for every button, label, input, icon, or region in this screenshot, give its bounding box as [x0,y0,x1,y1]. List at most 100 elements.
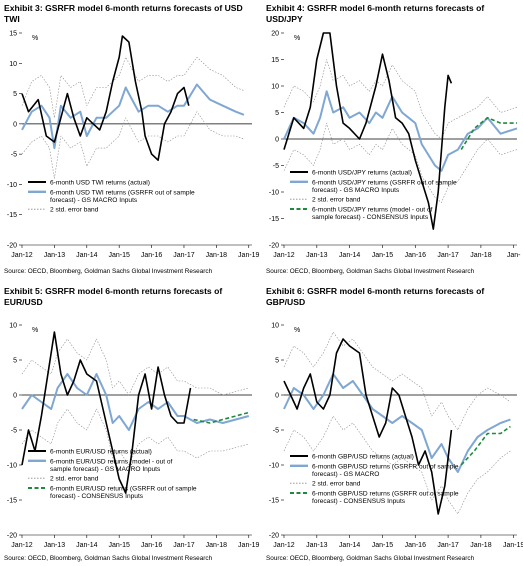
y-unit-label: % [32,327,38,334]
chart-panel-gbp-usd: Exhibit 6: GSRFR model 6-month returns f… [262,283,523,566]
legend-label: 2 std. error band [50,207,99,214]
x-tick-label: Jan-17 [173,252,195,259]
x-tick-label: Jan-17 [173,542,195,549]
chart-plot-usd-twi: 15 10 5 0 -5 -10 -15 -20% Jan-12 Jan-13 Jan-14 Jan-… [7,31,260,260]
y-tick-label: -15 [7,498,17,505]
y-tick-label: 5 [13,91,17,98]
chart-plot-gbp-usd: 10 5 0 -5 -10 -15 -20% Jan-12 Jan-13 Jan-14 Jan-15… [269,323,523,550]
chart-panel-eur-usd: Exhibit 5: GSRFR model 6-month returns f… [0,283,261,566]
y-unit-label: % [294,35,300,42]
chart-title: Exhibit 3: GSRFR model 6-month returns f… [4,3,243,24]
y-tick-label: -15 [269,498,279,505]
x-tick-label: Jan-12 [273,252,295,259]
x-tick-label: Jan-15 [108,252,130,259]
chart-source: Source: OECD, Bloomberg, Goldman Sachs G… [4,555,213,562]
chart-source: Source: OECD, Bloomberg, Goldman Sachs G… [4,268,213,275]
legend-label: 2 std. error band [50,476,99,483]
series-line-model [283,90,518,172]
series-line-band [21,56,245,119]
y-tick-label: -5 [273,163,279,170]
x-tick-label: Jan-16 [405,542,427,549]
legend-label: 6-month EUR/USD returns (GSRFR out of sa… [50,486,197,501]
x-tick-label: Jan-17 [437,252,459,259]
y-tick-label: -5 [273,428,279,435]
y-tick-label: 0 [13,121,17,128]
chart-panel-usd-jpy: Exhibit 4: GSRFR model 6-month returns f… [262,0,523,283]
legend-label: 6-month GBP/USD returns (actual) [312,454,414,461]
x-tick-label: Jan-13 [306,252,328,259]
legend-label: 6-month USD TWI returns (GSRFR out of sa… [50,189,195,204]
chart-plot-usd-jpy: 20 15 10 5 0 -5 -10 -15 -20% Jan-12 Jan-13 Jan-14 Ja… [269,31,521,260]
y-tick-label: 10 [9,323,17,330]
y-unit-label: % [32,35,38,42]
y-tick-label: 5 [13,358,17,365]
series-line-consensus [460,117,517,151]
chart-title: Exhibit 6: GSRFR model 6-month returns f… [266,286,485,307]
x-tick-label: Jan-19 [238,252,260,259]
y-tick-label: -5 [11,428,17,435]
chart-source: Source: OECD, Bloomberg, Goldman Sachs G… [266,555,475,562]
y-tick-label: 0 [275,393,279,400]
series-line-consensus [460,425,511,466]
x-tick-label: Jan-19 [238,542,260,549]
legend-label: 6-month USD/JPY returns (actual) [312,170,412,177]
y-tick-label: -20 [7,533,17,540]
x-tick-label: Jan-18 [206,542,228,549]
y-tick-label: -20 [7,243,17,250]
chart-source: Source: OECD, Bloomberg, Goldman Sachs G… [266,268,475,275]
y-tick-label: 15 [271,57,279,64]
legend-label: 2 std. error band [312,197,361,204]
legend-label: 2 std. error band [312,481,361,488]
x-tick-label: Jan-18 [470,252,492,259]
chart-title: Exhibit 4: GSRFR model 6-month returns f… [266,3,485,24]
legend-label: 6-month USD TWI returns (actual) [50,180,150,187]
y-tick-label: -15 [7,212,17,219]
x-tick-label: Jan-15 [372,542,394,549]
y-tick-label: 20 [271,31,279,38]
x-tick-label: Jan-16 [141,252,163,259]
y-tick-label: 10 [271,84,279,91]
legend-label: 6-month GBP/USD returns (GSRFR out of sa… [312,491,459,506]
chart-panel-usd-twi: Exhibit 3: GSRFR model 6-month returns f… [0,0,261,283]
x-tick-label: Jan-12 [273,542,295,549]
y-tick-label: -10 [7,463,17,470]
chart-plot-eur-usd: 10 5 0 -5 -10 -15 -20% Jan-12 Jan-13 Jan-14 Jan-15… [7,323,260,550]
x-tick-label: Jan-14 [76,252,98,259]
series-line-actual [21,331,192,494]
series-line-model [283,373,511,473]
legend-label: 6-month USD/JPY returns (model - out of s… [312,207,433,222]
x-tick-label: Jan-13 [44,252,66,259]
y-tick-label: 0 [13,393,17,400]
x-tick-label: Jan-14 [339,252,361,259]
x-tick-label: Jan- [507,252,521,259]
x-tick-label: Jan-16 [405,252,427,259]
series-line-band [21,408,249,466]
x-tick-label: Jan-17 [437,542,459,549]
x-tick-label: Jan-13 [44,542,66,549]
x-tick-label: Jan-15 [108,542,130,549]
x-tick-label: Jan-18 [206,252,228,259]
y-tick-label: 0 [275,137,279,144]
y-tick-label: -20 [269,533,279,540]
chart-title: Exhibit 5: GSRFR model 6-month returns f… [4,286,223,307]
y-tick-label: -10 [7,182,17,189]
x-tick-label: Jan-13 [306,542,328,549]
series-line-band [21,338,249,396]
x-tick-label: Jan-14 [76,542,98,549]
y-tick-label: -10 [269,463,279,470]
legend-label: 6-month EUR/USD returns (model - out of s… [50,458,173,473]
legend-label: 6-month USD/JPY returns (GSRFR out of sa… [312,179,457,194]
y-tick-label: 10 [271,323,279,330]
x-tick-label: Jan-12 [11,542,33,549]
series-line-actual [21,35,190,161]
x-tick-label: Jan-15 [372,252,394,259]
y-unit-label: % [294,327,300,334]
series-line-actual [283,32,453,230]
y-tick-label: 10 [9,61,17,68]
x-tick-label: Jan-14 [339,542,361,549]
series-line-band [283,331,511,431]
y-tick-label: 5 [275,358,279,365]
x-tick-label: Jan-16 [141,542,163,549]
series-line-band [283,415,511,515]
y-tick-label: -15 [269,216,279,223]
